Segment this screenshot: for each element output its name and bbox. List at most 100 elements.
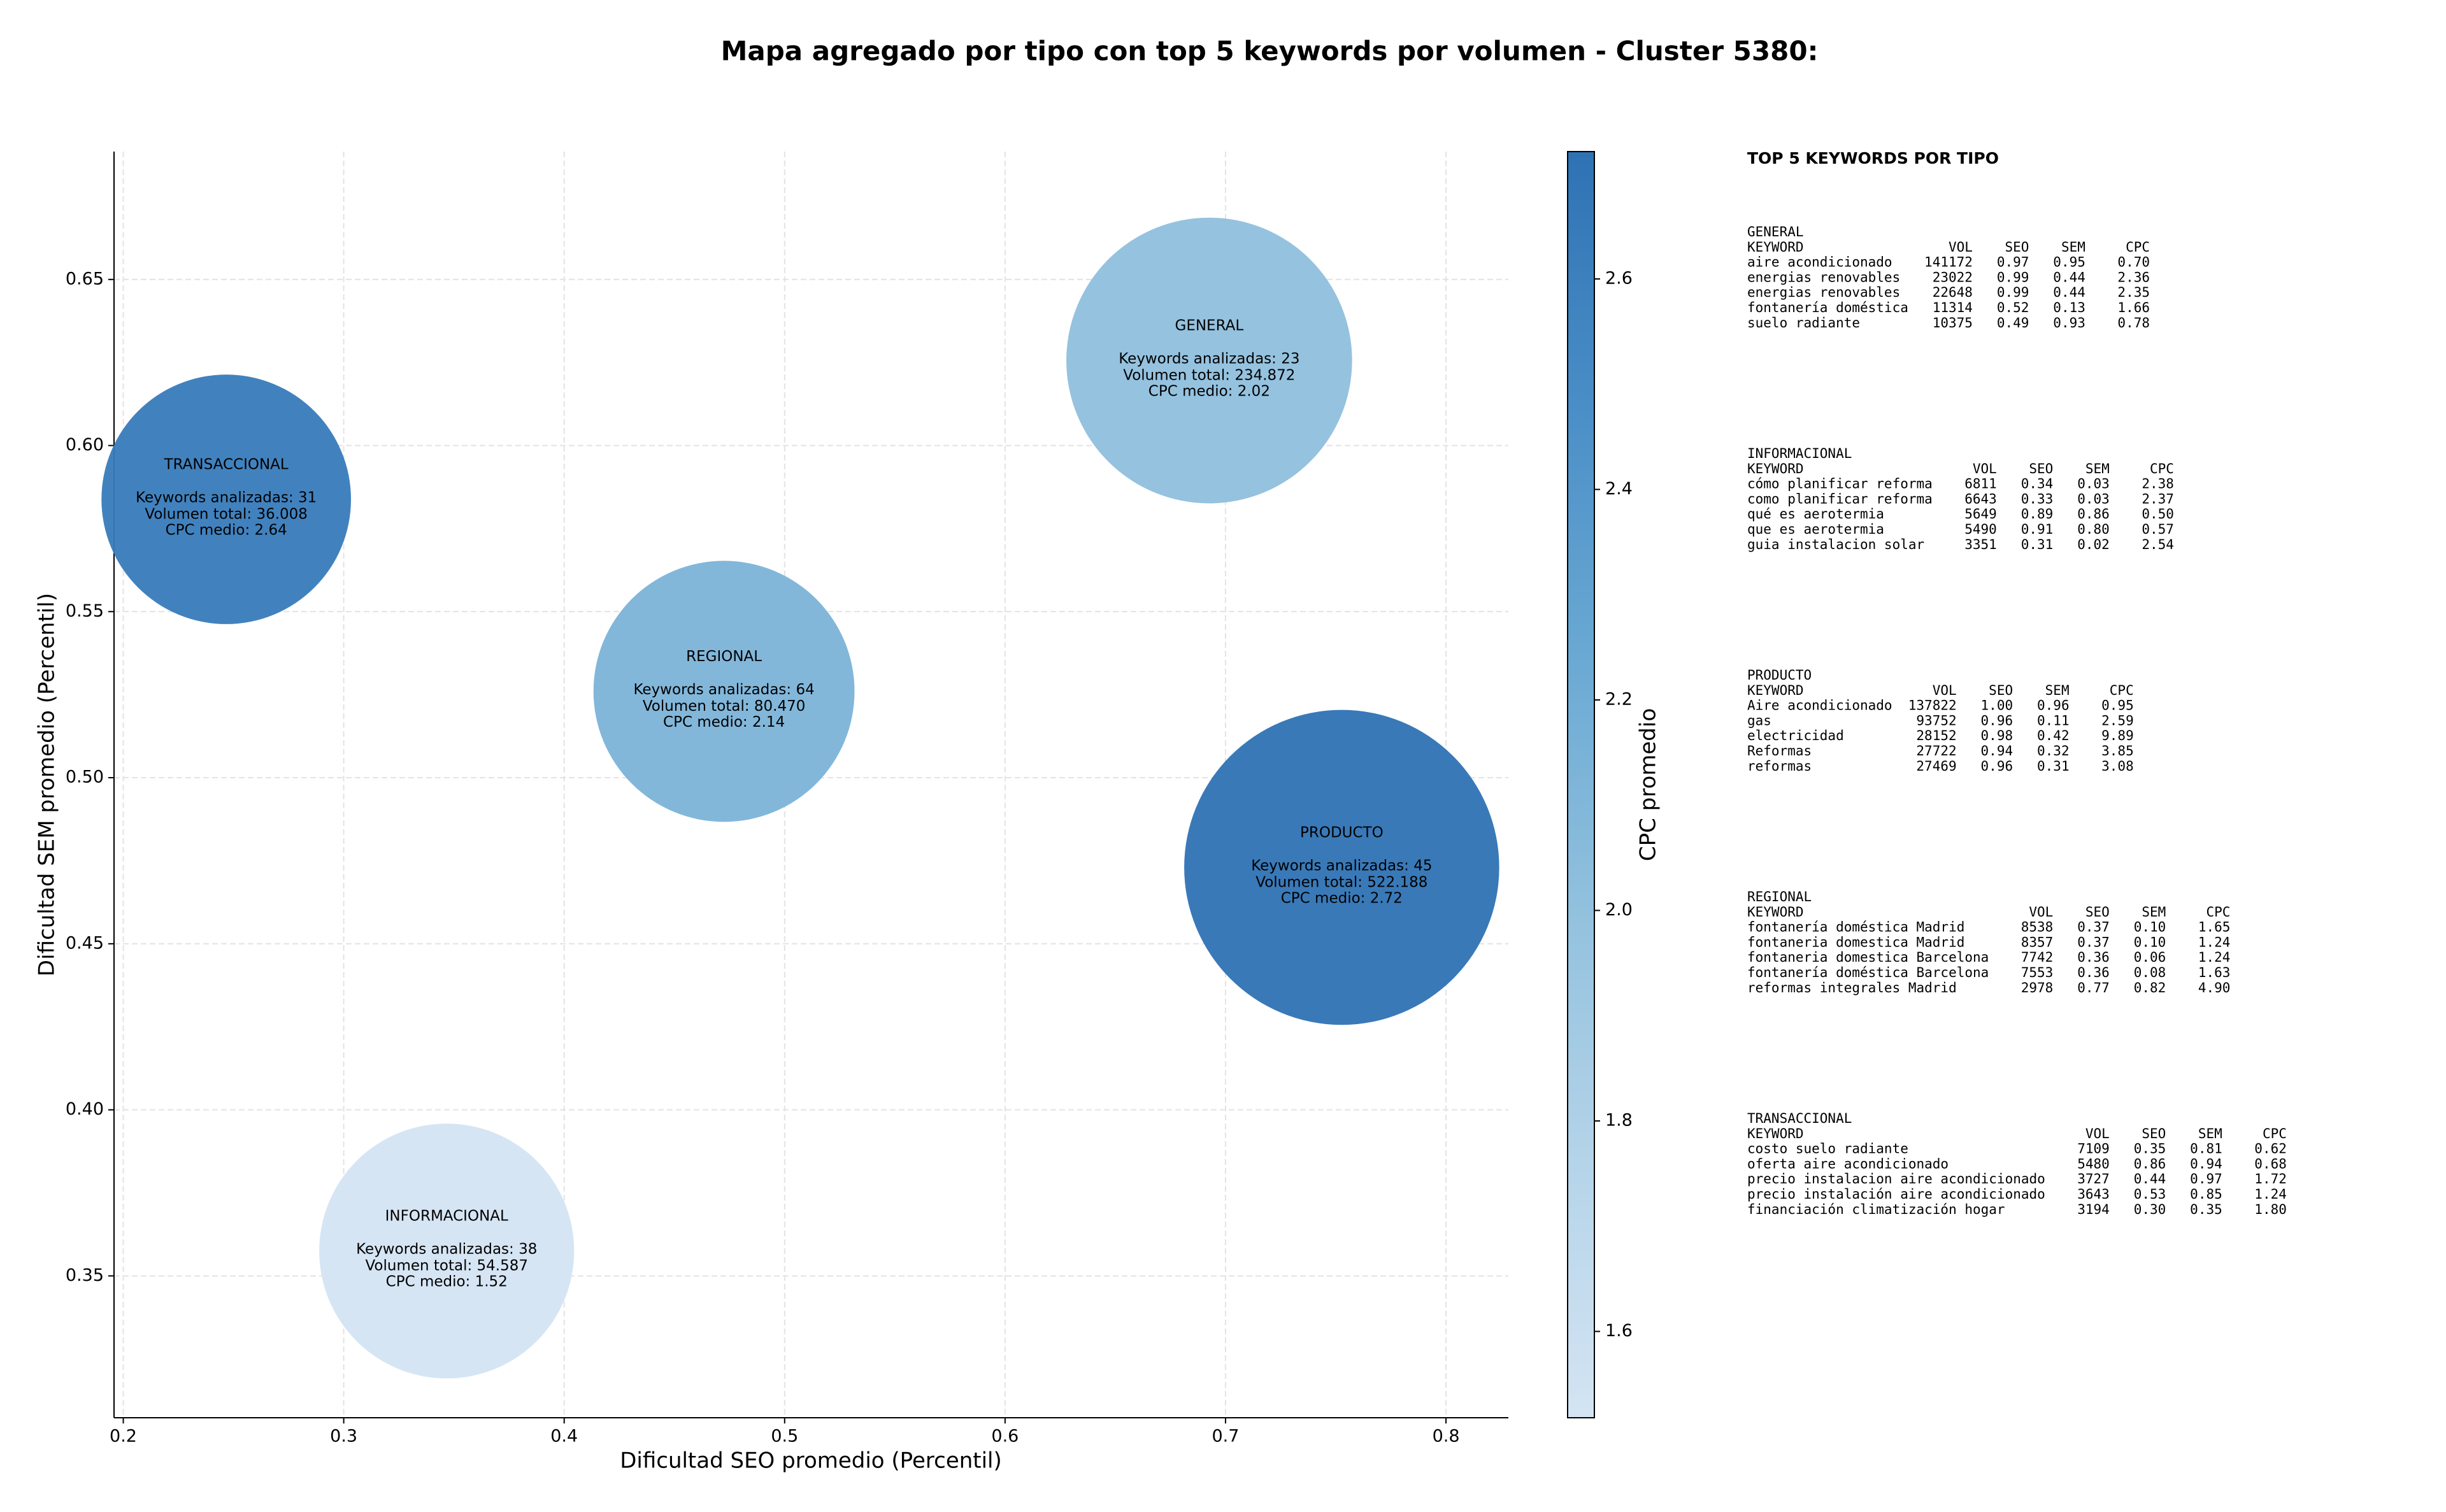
table-cell: 0.77 [2077, 980, 2110, 995]
table-cell: 22648 [1933, 285, 1973, 300]
bubble-label: Volumen total: 522.188 [1255, 874, 1427, 890]
table-cell: 5480 [2077, 1156, 2110, 1171]
table-cell: 2.36 [2117, 269, 2150, 285]
table-cell: 141172 [1924, 255, 1973, 270]
table-cell: 4.90 [2198, 980, 2231, 995]
table-cell: 0.31 [2037, 759, 2070, 774]
table-cell: qué es aerotermia [1747, 506, 1884, 522]
table-cell: 0.50 [2142, 506, 2174, 522]
table-cell: 2978 [2021, 980, 2054, 995]
table-cell: fontanería doméstica [1747, 300, 1908, 315]
table-cell: 8538 [2021, 920, 2054, 935]
table-header: VOL [1933, 683, 1957, 698]
table-cell: 0.31 [2021, 537, 2054, 552]
table-cell: 0.91 [2021, 522, 2054, 537]
table-cell: cómo planificar reforma [1747, 476, 1933, 492]
table-cell: 28152 [1916, 728, 1956, 743]
table-cell: 0.62 [2254, 1141, 2287, 1157]
table-cell: 3351 [1964, 537, 1997, 552]
bubble-label: Keywords analizadas: 23 [1119, 351, 1299, 367]
table-cell: fontanería doméstica Barcelona [1747, 965, 1989, 980]
table-cell: 0.33 [2021, 491, 2054, 506]
x-tick-label: 0.6 [991, 1427, 1019, 1446]
y-tick-label: 0.60 [66, 435, 104, 455]
table-cell: 0.70 [2117, 255, 2150, 270]
table-cell: 0.32 [2037, 743, 2070, 759]
bubble [101, 374, 352, 624]
table-cell: electricidad [1747, 728, 1844, 743]
table-cell: 0.97 [1997, 255, 2029, 270]
table-header: SEM [2061, 239, 2085, 255]
table-cell: 0.89 [2021, 506, 2054, 522]
table-cell: precio instalación aire acondicionado [1747, 1187, 2045, 1202]
table-cell: 0.95 [2101, 698, 2134, 713]
colorbar [1567, 151, 1595, 1418]
table-cell: 0.99 [1997, 285, 2029, 300]
table-header: KEYWORD [1747, 1126, 1804, 1141]
table-cell: suelo radiante [1747, 315, 1860, 331]
table-cell: 1.24 [2254, 1187, 2287, 1202]
table-cell: 0.06 [2134, 950, 2166, 965]
table-cell: 6643 [1964, 491, 1997, 506]
table-cell: 0.44 [2053, 285, 2085, 300]
table-cell: 0.11 [2037, 713, 2070, 728]
y-tick-label: 0.40 [66, 1099, 104, 1119]
table-cell: 0.94 [1981, 743, 2013, 759]
table-cell: 8357 [2021, 934, 2054, 950]
bubble-label: Keywords analizadas: 45 [1251, 857, 1432, 874]
table-cell: 0.35 [2190, 1202, 2222, 1217]
y-tick-label: 0.45 [66, 933, 104, 953]
colorbar-tick-label: 2.4 [1605, 479, 1633, 499]
table-cell: que es aerotermia [1747, 522, 1884, 537]
colorbar-label: CPC promedio [1636, 708, 1661, 861]
table-cell: 9.89 [2101, 728, 2134, 743]
table-cell: 0.57 [2142, 522, 2174, 537]
table-cell: 0.34 [2021, 476, 2054, 492]
bubble-label: Keywords analizadas: 64 [633, 681, 814, 698]
table-cell: 0.99 [1997, 269, 2029, 285]
table-cell: 7109 [2077, 1141, 2110, 1157]
table-cell: 0.37 [2077, 920, 2110, 935]
table-cell: 0.03 [2077, 491, 2110, 506]
bubble-label: INFORMACIONAL [385, 1208, 508, 1225]
table-header: SEM [2198, 1126, 2222, 1141]
table-cell: 10375 [1933, 315, 1973, 331]
panel-title: TOP 5 KEYWORDS POR TIPO [1747, 149, 1999, 168]
y-axis-label: Dificultad SEM promedio (Percentil) [34, 593, 60, 976]
table-cell: 0.30 [2134, 1202, 2166, 1217]
table-cell: 1.24 [2198, 950, 2231, 965]
table-cell: gas [1747, 713, 1771, 728]
x-tick-label: 0.3 [330, 1427, 357, 1446]
bubble-label: CPC medio: 1.52 [386, 1274, 508, 1290]
section-name: REGIONAL [1747, 889, 1812, 904]
table-cell: como planificar reforma [1747, 491, 1933, 506]
table-cell: 0.82 [2134, 980, 2166, 995]
table-cell: 1.00 [1981, 698, 2013, 713]
bubble-label: Volumen total: 36.008 [145, 506, 308, 523]
table-cell: 0.85 [2190, 1187, 2222, 1202]
table-cell: 6811 [1964, 476, 1997, 492]
table-header: SEO [2029, 461, 2053, 476]
colorbar-tick-label: 1.6 [1605, 1321, 1633, 1341]
table-cell: 5490 [1964, 522, 1997, 537]
section-name: TRANSACCIONAL [1747, 1111, 1852, 1126]
section-name: INFORMACIONAL [1747, 446, 1852, 461]
table-cell: 137822 [1908, 698, 1957, 713]
x-tick-label: 0.5 [771, 1427, 798, 1446]
bubble-label: Volumen total: 234.872 [1123, 367, 1295, 384]
table-header: CPC [2126, 239, 2150, 255]
table-cell: 0.86 [2077, 506, 2110, 522]
table-cell: reformas [1747, 759, 1812, 774]
bubble-label: CPC medio: 2.72 [1281, 890, 1403, 906]
x-axis-label: Dificultad SEO promedio (Percentil) [620, 1448, 1002, 1474]
section-name: GENERAL [1747, 224, 1804, 239]
table-cell: 0.86 [2134, 1156, 2166, 1171]
table-cell: costo suelo radiante [1747, 1141, 1908, 1157]
table-cell: 3727 [2077, 1171, 2110, 1187]
bubble-label: Keywords analizadas: 31 [136, 490, 317, 506]
table-cell: 0.10 [2134, 934, 2166, 950]
y-tick-label: 0.55 [66, 601, 104, 621]
y-tick-label: 0.50 [66, 767, 104, 787]
table-cell: precio instalacion aire acondicionado [1747, 1171, 2045, 1187]
